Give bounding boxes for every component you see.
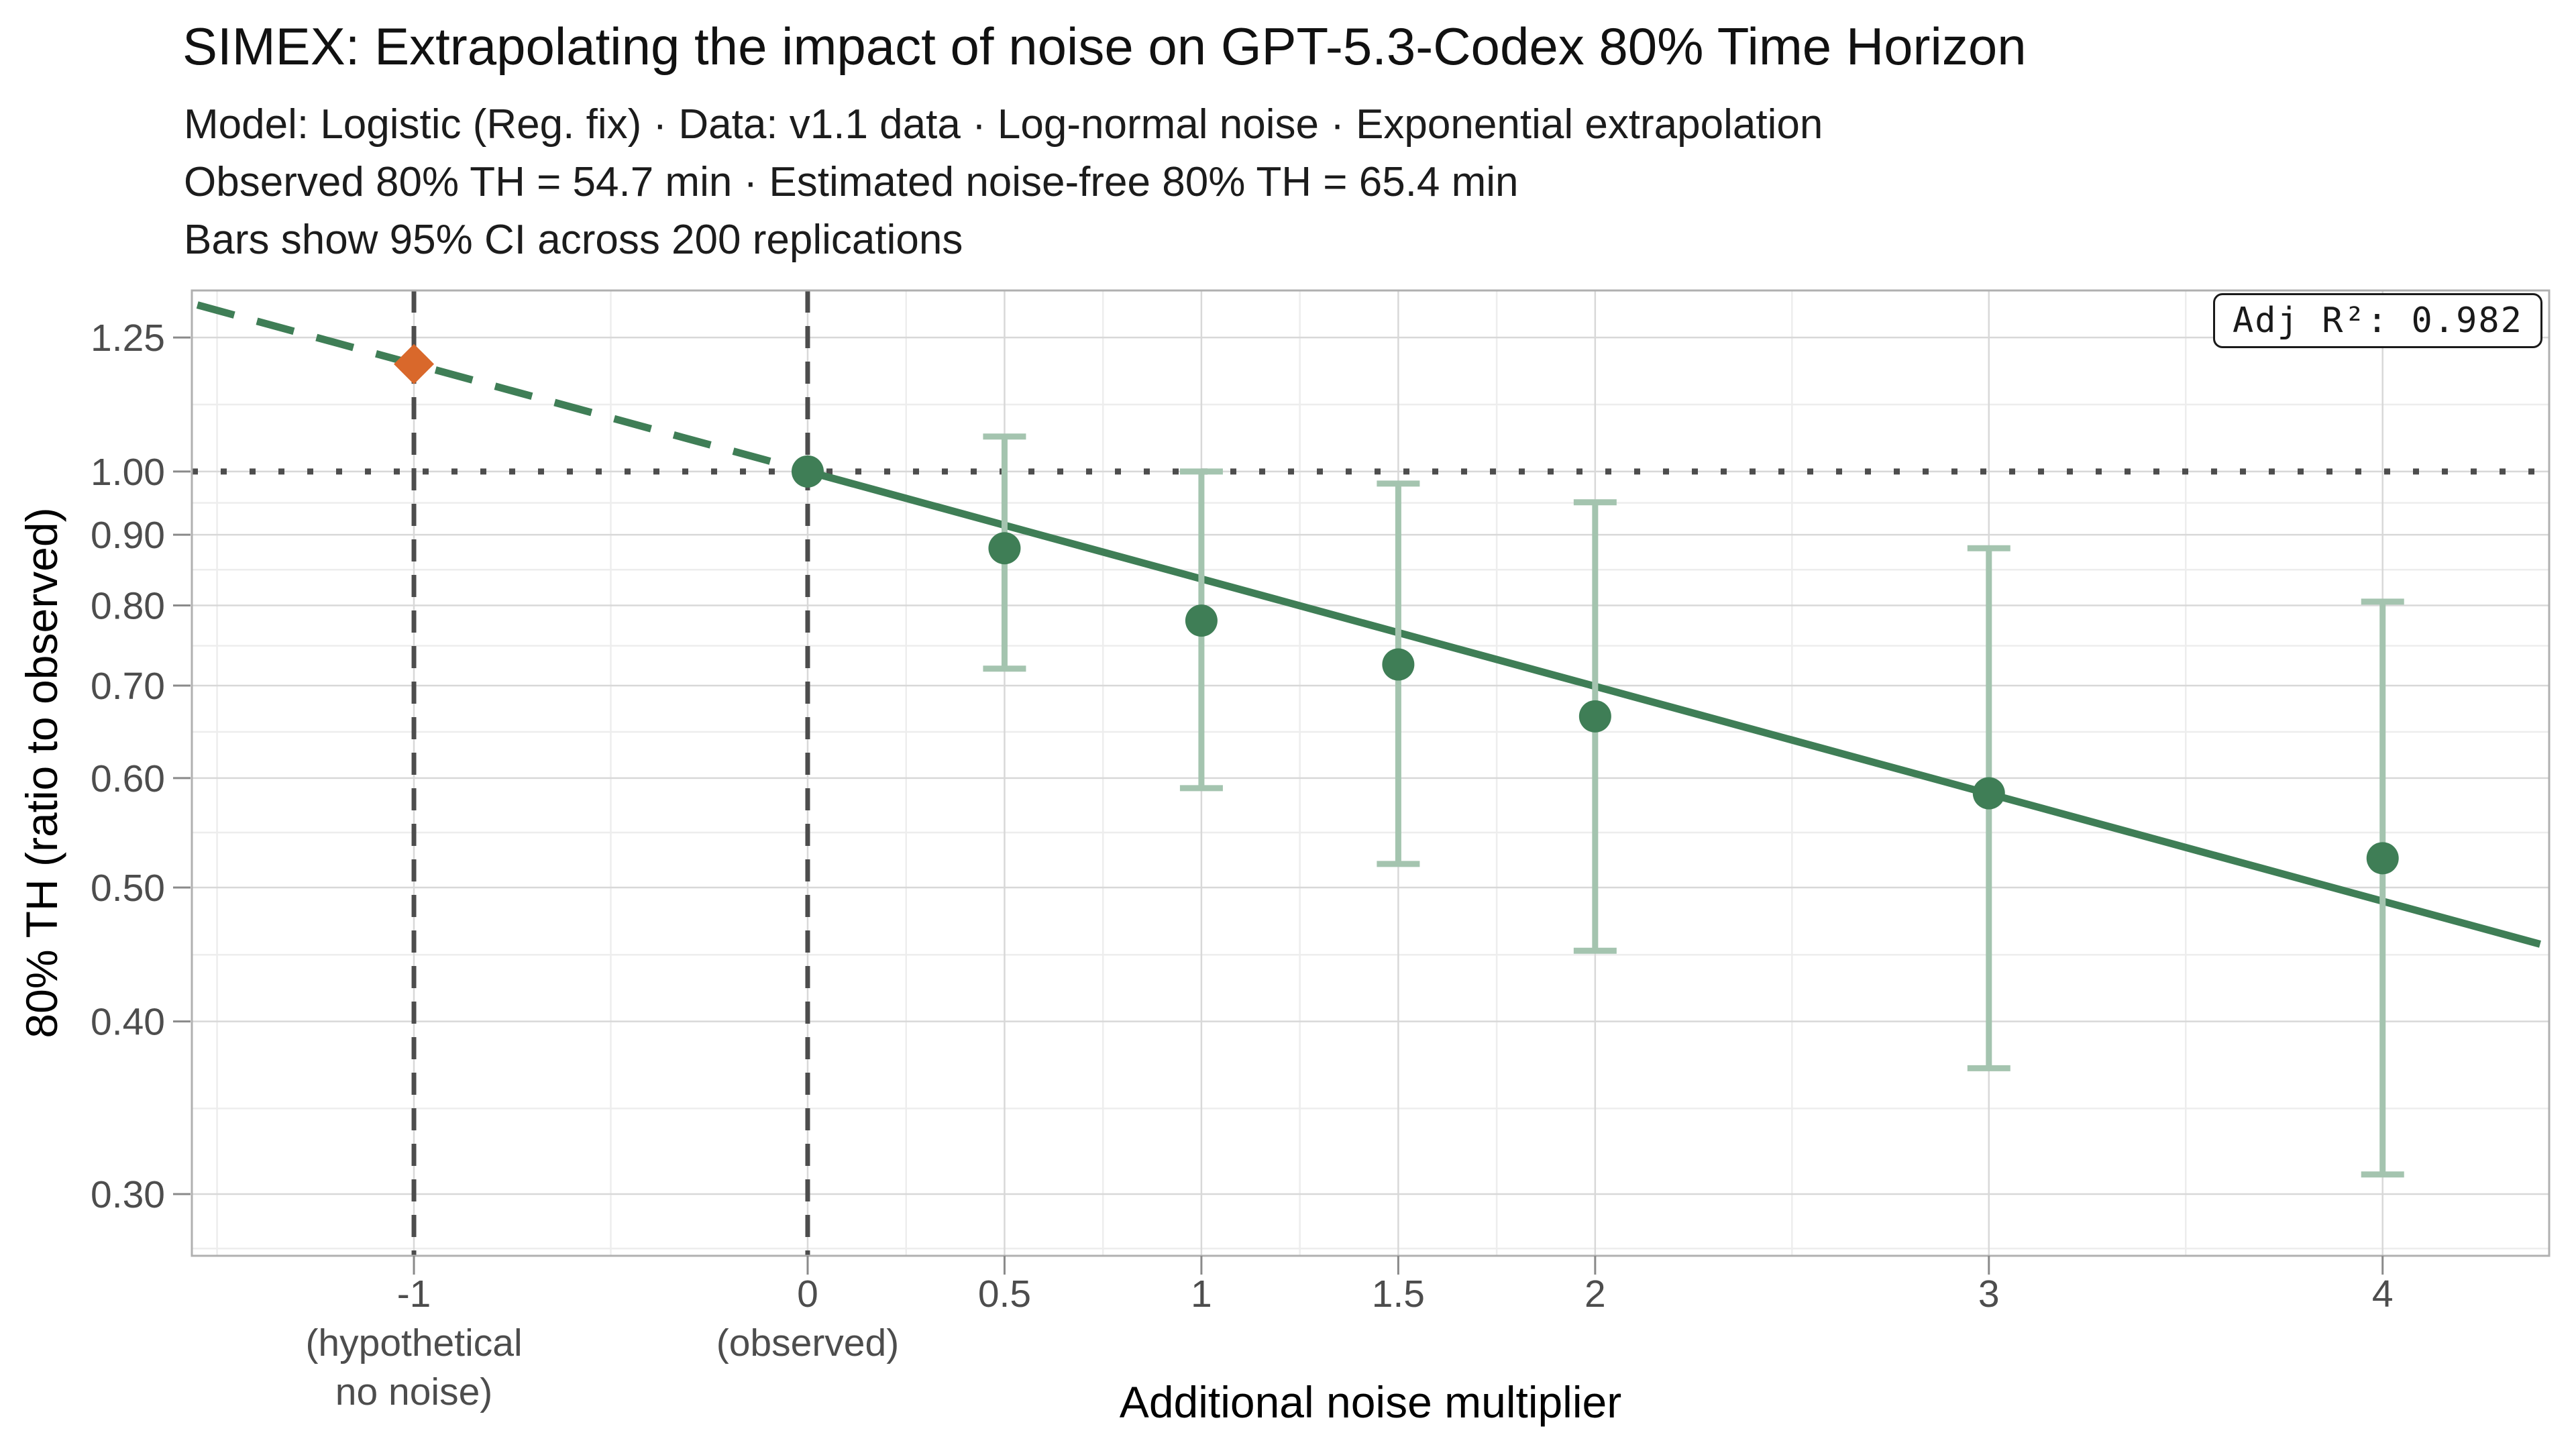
x-tick-label: 1.5 [1372, 1273, 1425, 1316]
x-tick-label: 0 [797, 1273, 818, 1316]
simex-point [791, 455, 824, 488]
simex-point [988, 532, 1021, 565]
simex-point [1382, 648, 1415, 681]
trend-line-solid [806, 468, 2541, 948]
y-tick-label: 0.70 [91, 665, 165, 708]
y-tick-label: 0.80 [91, 584, 165, 627]
y-tick-label: 0.40 [91, 1001, 165, 1044]
y-tick-label: 0.60 [91, 757, 165, 800]
simex-point [1185, 604, 1218, 637]
x-tick-sublabel: (hypothetical [305, 1322, 522, 1364]
x-axis-title: Additional noise multiplier [1119, 1377, 1622, 1427]
extrapolated-point-diamond [394, 343, 435, 384]
y-tick-label: 1.25 [91, 317, 165, 360]
x-tick-label: -1 [397, 1273, 431, 1316]
x-tick-label: 0.5 [978, 1273, 1031, 1316]
chart-title: SIMEX: Extrapolating the impact of noise… [182, 17, 2027, 76]
simex-point [1972, 777, 2005, 810]
adj-r2-annotation: Adj R²: 0.982 [2213, 293, 2542, 348]
x-tick-sublabel: (observed) [716, 1322, 899, 1364]
x-tick-label: 1 [1191, 1273, 1212, 1316]
y-tick-label: 1.00 [91, 451, 165, 494]
chart-subtitle-model: Model: Logistic (Reg. fix) · Data: v1.1 … [184, 101, 1823, 148]
simex-point [1578, 700, 1611, 733]
chart-subtitle-estimates: Observed 80% TH = 54.7 min · Estimated n… [184, 159, 1519, 205]
chart-subtitle-ci-note: Bars show 95% CI across 200 replications [184, 217, 963, 263]
y-axis-title: 80% TH (ratio to observed) [17, 507, 66, 1038]
y-tick-label: 0.90 [91, 514, 165, 557]
y-tick-label: 0.50 [91, 867, 165, 910]
x-tick-sublabel: no noise) [335, 1371, 493, 1413]
panel-border [191, 289, 2551, 1257]
x-tick-label: 4 [2372, 1273, 2394, 1316]
simex-point [2366, 842, 2399, 875]
x-tick-label: 2 [1585, 1273, 1606, 1316]
trend-line-dashed [196, 301, 809, 476]
x-tick-label: 3 [1978, 1273, 2000, 1316]
y-tick-label: 0.30 [91, 1173, 165, 1216]
